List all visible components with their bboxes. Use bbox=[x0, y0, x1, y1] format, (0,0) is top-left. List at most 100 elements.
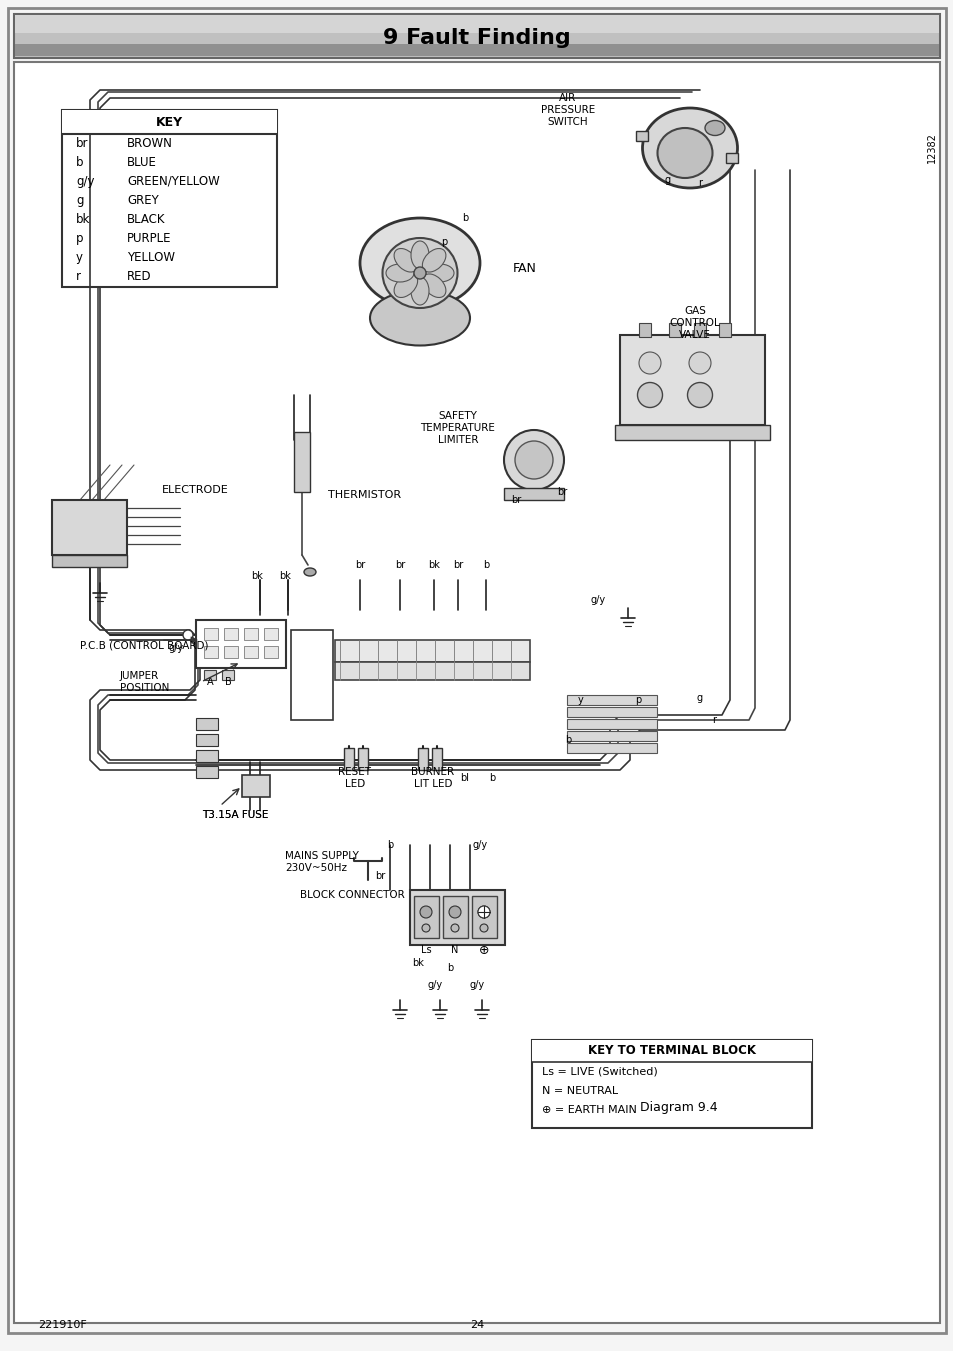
Bar bbox=[335, 640, 530, 662]
Text: AIR
PRESSURE
SWITCH: AIR PRESSURE SWITCH bbox=[540, 93, 595, 127]
Bar bbox=[472, 896, 497, 938]
Text: JUMPER
POSITION: JUMPER POSITION bbox=[120, 671, 170, 693]
Ellipse shape bbox=[411, 277, 429, 305]
Bar bbox=[335, 662, 530, 680]
Text: Ls = LIVE (Switched): Ls = LIVE (Switched) bbox=[541, 1067, 657, 1077]
Text: bk: bk bbox=[428, 561, 439, 570]
Text: r: r bbox=[698, 178, 701, 188]
Ellipse shape bbox=[304, 567, 315, 576]
Text: b: b bbox=[564, 735, 571, 744]
Ellipse shape bbox=[426, 263, 454, 282]
Bar bbox=[244, 628, 257, 640]
Text: b: b bbox=[482, 561, 489, 570]
Text: KEY: KEY bbox=[155, 115, 183, 128]
Bar bbox=[725, 153, 738, 163]
Text: ELECTRODE: ELECTRODE bbox=[162, 485, 229, 494]
Text: br: br bbox=[76, 136, 89, 150]
Ellipse shape bbox=[515, 440, 553, 480]
Ellipse shape bbox=[687, 382, 712, 408]
Bar bbox=[62, 109, 276, 286]
Text: GREEN/YELLOW: GREEN/YELLOW bbox=[127, 176, 219, 188]
Bar bbox=[532, 1040, 811, 1128]
Text: Diagram 9.4: Diagram 9.4 bbox=[639, 1101, 718, 1115]
Text: YELLOW: YELLOW bbox=[127, 251, 174, 263]
Text: bk: bk bbox=[279, 571, 291, 581]
Text: BROWN: BROWN bbox=[127, 136, 172, 150]
Text: p: p bbox=[634, 694, 640, 705]
Text: b: b bbox=[446, 963, 453, 973]
Text: bk: bk bbox=[76, 213, 91, 226]
Text: N = NEUTRAL: N = NEUTRAL bbox=[541, 1086, 618, 1096]
Ellipse shape bbox=[386, 263, 414, 282]
Text: BLACK: BLACK bbox=[127, 213, 165, 226]
Bar bbox=[566, 719, 657, 730]
Text: g: g bbox=[76, 195, 84, 207]
Ellipse shape bbox=[414, 267, 426, 280]
Text: y: y bbox=[76, 251, 83, 263]
Text: T3.15A FUSE: T3.15A FUSE bbox=[202, 811, 268, 820]
Bar bbox=[242, 775, 270, 797]
Bar bbox=[52, 500, 127, 555]
Text: GREY: GREY bbox=[127, 195, 158, 207]
Bar bbox=[195, 734, 218, 746]
Text: g/y: g/y bbox=[169, 643, 183, 653]
Circle shape bbox=[449, 907, 460, 917]
Bar bbox=[204, 670, 215, 680]
Bar bbox=[294, 432, 310, 492]
Text: br: br bbox=[355, 561, 365, 570]
Bar bbox=[222, 670, 233, 680]
Text: N: N bbox=[451, 944, 458, 955]
Text: MAINS SUPPLY
230V~50Hz: MAINS SUPPLY 230V~50Hz bbox=[285, 851, 358, 873]
Text: b: b bbox=[461, 213, 468, 223]
Bar bbox=[195, 620, 286, 667]
Bar bbox=[619, 335, 764, 426]
Bar bbox=[224, 646, 237, 658]
Bar bbox=[615, 426, 769, 440]
Text: 9 Fault Finding: 9 Fault Finding bbox=[383, 28, 570, 49]
Bar bbox=[719, 323, 730, 336]
Bar bbox=[14, 14, 939, 58]
Text: ⊕ = EARTH MAIN: ⊕ = EARTH MAIN bbox=[541, 1105, 637, 1115]
Text: g/y: g/y bbox=[427, 979, 442, 990]
Bar bbox=[503, 488, 563, 500]
Text: g/y: g/y bbox=[590, 594, 605, 605]
Bar bbox=[264, 646, 277, 658]
Ellipse shape bbox=[637, 382, 661, 408]
Text: bk: bk bbox=[412, 958, 423, 969]
Ellipse shape bbox=[688, 353, 710, 374]
Ellipse shape bbox=[503, 430, 563, 490]
Text: ⊕: ⊕ bbox=[478, 943, 489, 957]
Circle shape bbox=[183, 630, 193, 640]
Bar bbox=[414, 896, 438, 938]
Bar bbox=[566, 731, 657, 740]
Text: P.C.B (CONTROL BOARD): P.C.B (CONTROL BOARD) bbox=[80, 640, 209, 650]
Circle shape bbox=[477, 907, 490, 917]
Ellipse shape bbox=[411, 240, 429, 269]
Text: BLOCK CONNECTOR: BLOCK CONNECTOR bbox=[299, 890, 404, 900]
Text: 24: 24 bbox=[470, 1320, 483, 1329]
Bar bbox=[668, 323, 680, 336]
Text: B: B bbox=[224, 677, 232, 688]
Ellipse shape bbox=[422, 249, 445, 272]
Bar bbox=[357, 748, 368, 770]
Bar bbox=[693, 323, 705, 336]
Text: 221910F: 221910F bbox=[38, 1320, 87, 1329]
Bar bbox=[195, 750, 218, 762]
Bar bbox=[15, 15, 938, 32]
Bar bbox=[344, 748, 354, 770]
Text: FAN: FAN bbox=[513, 262, 537, 274]
Bar bbox=[566, 743, 657, 753]
Text: r: r bbox=[76, 270, 81, 282]
Text: b: b bbox=[76, 155, 84, 169]
Text: r: r bbox=[711, 715, 716, 725]
Circle shape bbox=[451, 924, 458, 932]
Ellipse shape bbox=[382, 238, 457, 308]
Text: GAS
CONTROL
VALVE: GAS CONTROL VALVE bbox=[669, 307, 720, 339]
Text: br: br bbox=[375, 871, 385, 881]
Text: g/y: g/y bbox=[469, 979, 484, 990]
Bar bbox=[244, 646, 257, 658]
Text: BLUE: BLUE bbox=[127, 155, 156, 169]
Bar bbox=[204, 646, 218, 658]
Text: br: br bbox=[557, 486, 566, 497]
Ellipse shape bbox=[704, 120, 724, 135]
